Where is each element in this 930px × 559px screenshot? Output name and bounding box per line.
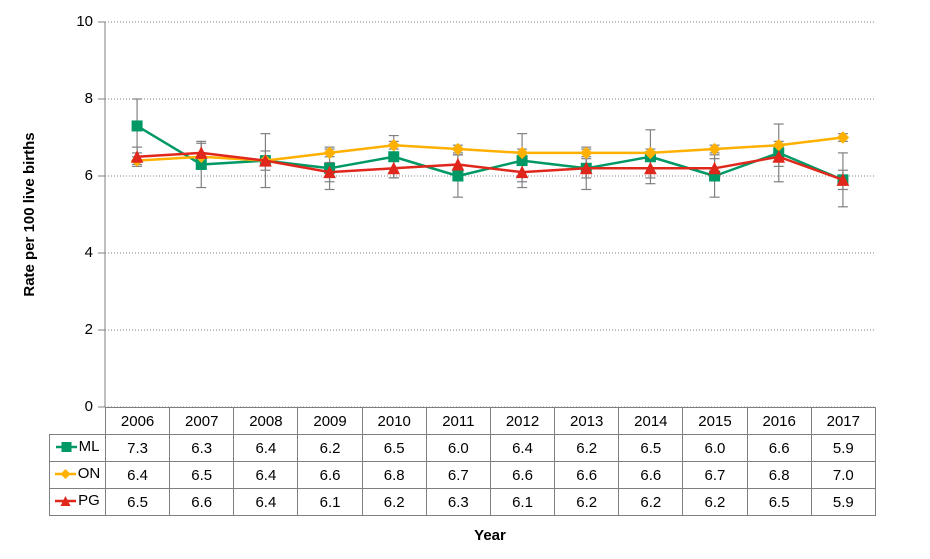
data-cell: 6.0 (426, 435, 490, 462)
data-cell: 6.6 (619, 462, 683, 489)
data-table-wrap: 2006200720082009201020112012201320142015… (49, 407, 876, 516)
data-cell: 5.9 (811, 435, 875, 462)
y-axis-label: Rate per 100 live births (21, 132, 38, 296)
data-cell: 6.4 (106, 462, 170, 489)
data-cell: 6.5 (170, 462, 234, 489)
year-header: 2007 (170, 408, 234, 435)
data-cell: 6.5 (747, 489, 811, 516)
data-cell: 6.6 (555, 462, 619, 489)
data-cell: 6.6 (170, 489, 234, 516)
data-cell: 6.1 (298, 489, 362, 516)
diamond-icon (55, 467, 76, 481)
year-header: 2008 (234, 408, 298, 435)
data-cell: 6.0 (683, 435, 747, 462)
year-header: 2010 (362, 408, 426, 435)
data-cell: 6.4 (234, 489, 298, 516)
year-header: 2016 (747, 408, 811, 435)
chart-container: 0246810Rate per 100 live births 20062007… (0, 0, 930, 559)
legend-label: ML (79, 438, 100, 455)
data-cell: 5.9 (811, 489, 875, 516)
data-cell: 6.3 (426, 489, 490, 516)
data-cell: 6.2 (555, 489, 619, 516)
data-cell: 6.1 (490, 489, 554, 516)
year-header: 2012 (490, 408, 554, 435)
svg-text:2: 2 (85, 321, 93, 338)
data-cell: 7.0 (811, 462, 875, 489)
data-cell: 6.5 (362, 435, 426, 462)
x-axis-label: Year (105, 527, 875, 544)
svg-text:4: 4 (85, 244, 93, 261)
data-cell: 6.2 (619, 489, 683, 516)
data-cell: 6.8 (747, 462, 811, 489)
data-cell: 7.3 (106, 435, 170, 462)
year-header: 2006 (106, 408, 170, 435)
data-cell: 6.6 (298, 462, 362, 489)
data-cell: 6.6 (747, 435, 811, 462)
data-cell: 6.2 (683, 489, 747, 516)
year-header: 2011 (426, 408, 490, 435)
table-row-on: ON6.46.56.46.66.86.76.66.66.66.76.87.0 (50, 462, 876, 489)
svg-text:10: 10 (76, 13, 93, 30)
year-header: 2014 (619, 408, 683, 435)
square-icon (56, 440, 77, 454)
svg-text:8: 8 (85, 90, 93, 107)
year-header: 2009 (298, 408, 362, 435)
data-cell: 6.5 (619, 435, 683, 462)
legend-cell-on: ON (50, 462, 106, 489)
legend-label: ON (78, 465, 101, 482)
legend-cell-pg: PG (50, 489, 106, 516)
triangle-icon (55, 494, 76, 508)
svg-text:6: 6 (85, 167, 93, 184)
legend-cell-ml: ML (50, 435, 106, 462)
year-header: 2015 (683, 408, 747, 435)
data-cell: 6.4 (490, 435, 554, 462)
legend-label: PG (78, 492, 100, 509)
year-header: 2013 (555, 408, 619, 435)
data-cell: 6.7 (426, 462, 490, 489)
data-cell: 6.4 (234, 435, 298, 462)
table-header-row: 2006200720082009201020112012201320142015… (50, 408, 876, 435)
table-corner-cell (50, 408, 106, 435)
data-cell: 6.2 (362, 489, 426, 516)
data-cell: 6.4 (234, 462, 298, 489)
year-header: 2017 (811, 408, 875, 435)
data-cell: 6.3 (170, 435, 234, 462)
data-cell: 6.6 (490, 462, 554, 489)
table-row-pg: PG6.56.66.46.16.26.36.16.26.26.26.55.9 (50, 489, 876, 516)
data-cell: 6.5 (106, 489, 170, 516)
data-table: 2006200720082009201020112012201320142015… (49, 407, 876, 516)
data-cell: 6.7 (683, 462, 747, 489)
data-cell: 6.2 (555, 435, 619, 462)
series-line-ml (137, 126, 843, 180)
data-cell: 6.2 (298, 435, 362, 462)
data-cell: 6.8 (362, 462, 426, 489)
table-row-ml: ML7.36.36.46.26.56.06.46.26.56.06.65.9 (50, 435, 876, 462)
